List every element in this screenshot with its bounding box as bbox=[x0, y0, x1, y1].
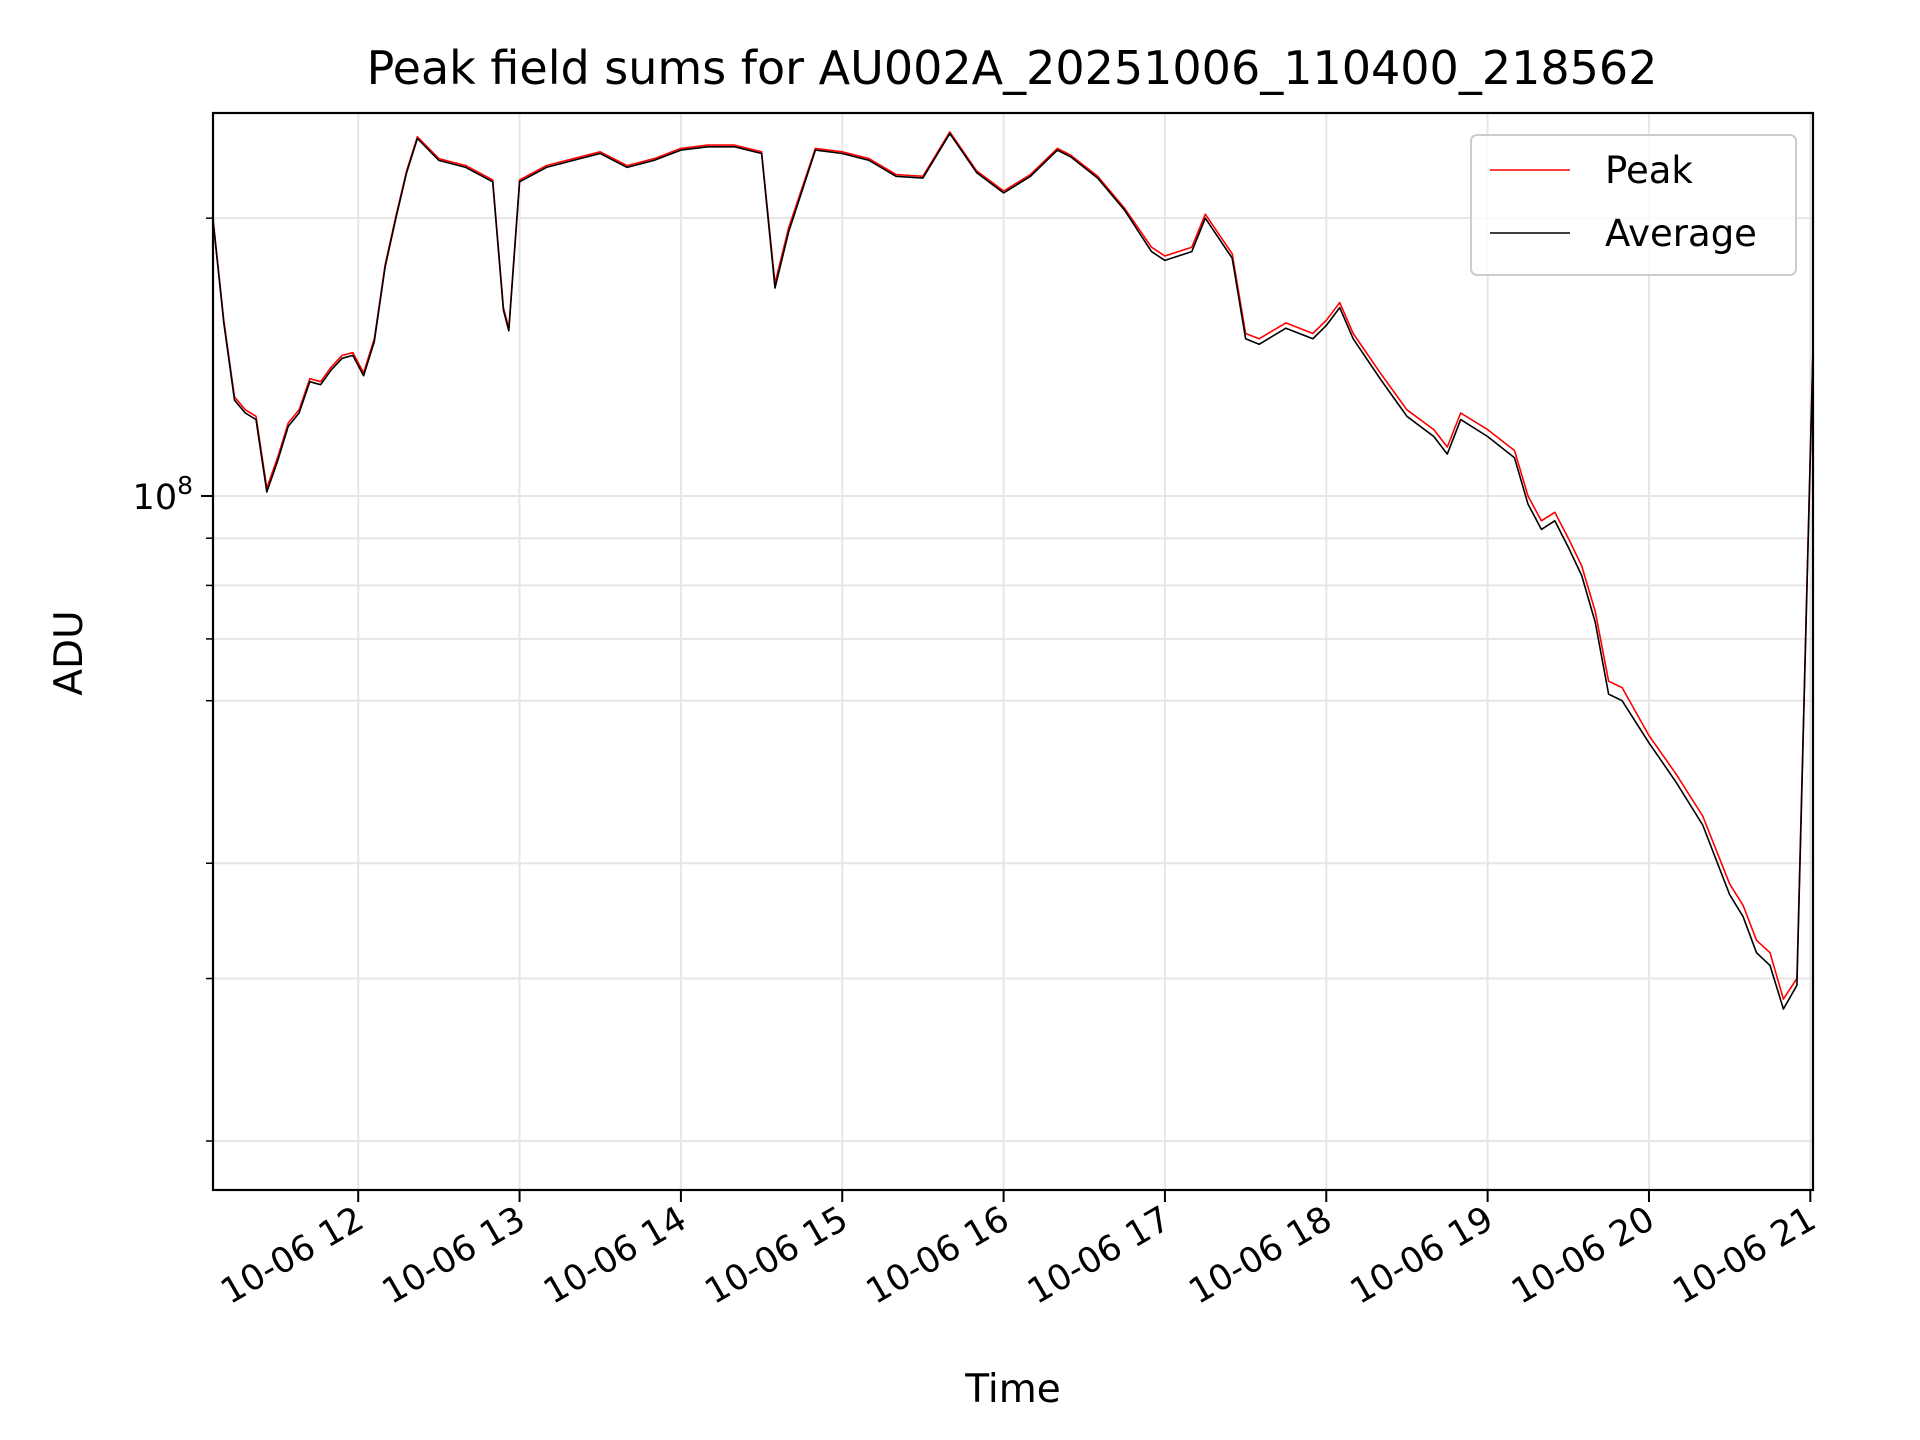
legend-label-peak: Peak bbox=[1605, 149, 1693, 192]
legend: Peak Average bbox=[1470, 134, 1797, 276]
legend-label-average: Average bbox=[1605, 212, 1757, 255]
y-axis-label: ADU bbox=[47, 610, 92, 695]
series-lines bbox=[212, 131, 1814, 1010]
series-line-peak bbox=[212, 131, 1814, 1000]
series-line-average bbox=[212, 132, 1814, 1010]
chart-title: Peak field sums for AU002A_20251006_1104… bbox=[367, 41, 1658, 95]
y-tick-label: 108 bbox=[133, 471, 193, 518]
y-axis: 108 bbox=[133, 217, 213, 1142]
x-axis-label: Time bbox=[964, 1367, 1060, 1412]
plot-frame bbox=[211, 111, 1815, 1192]
